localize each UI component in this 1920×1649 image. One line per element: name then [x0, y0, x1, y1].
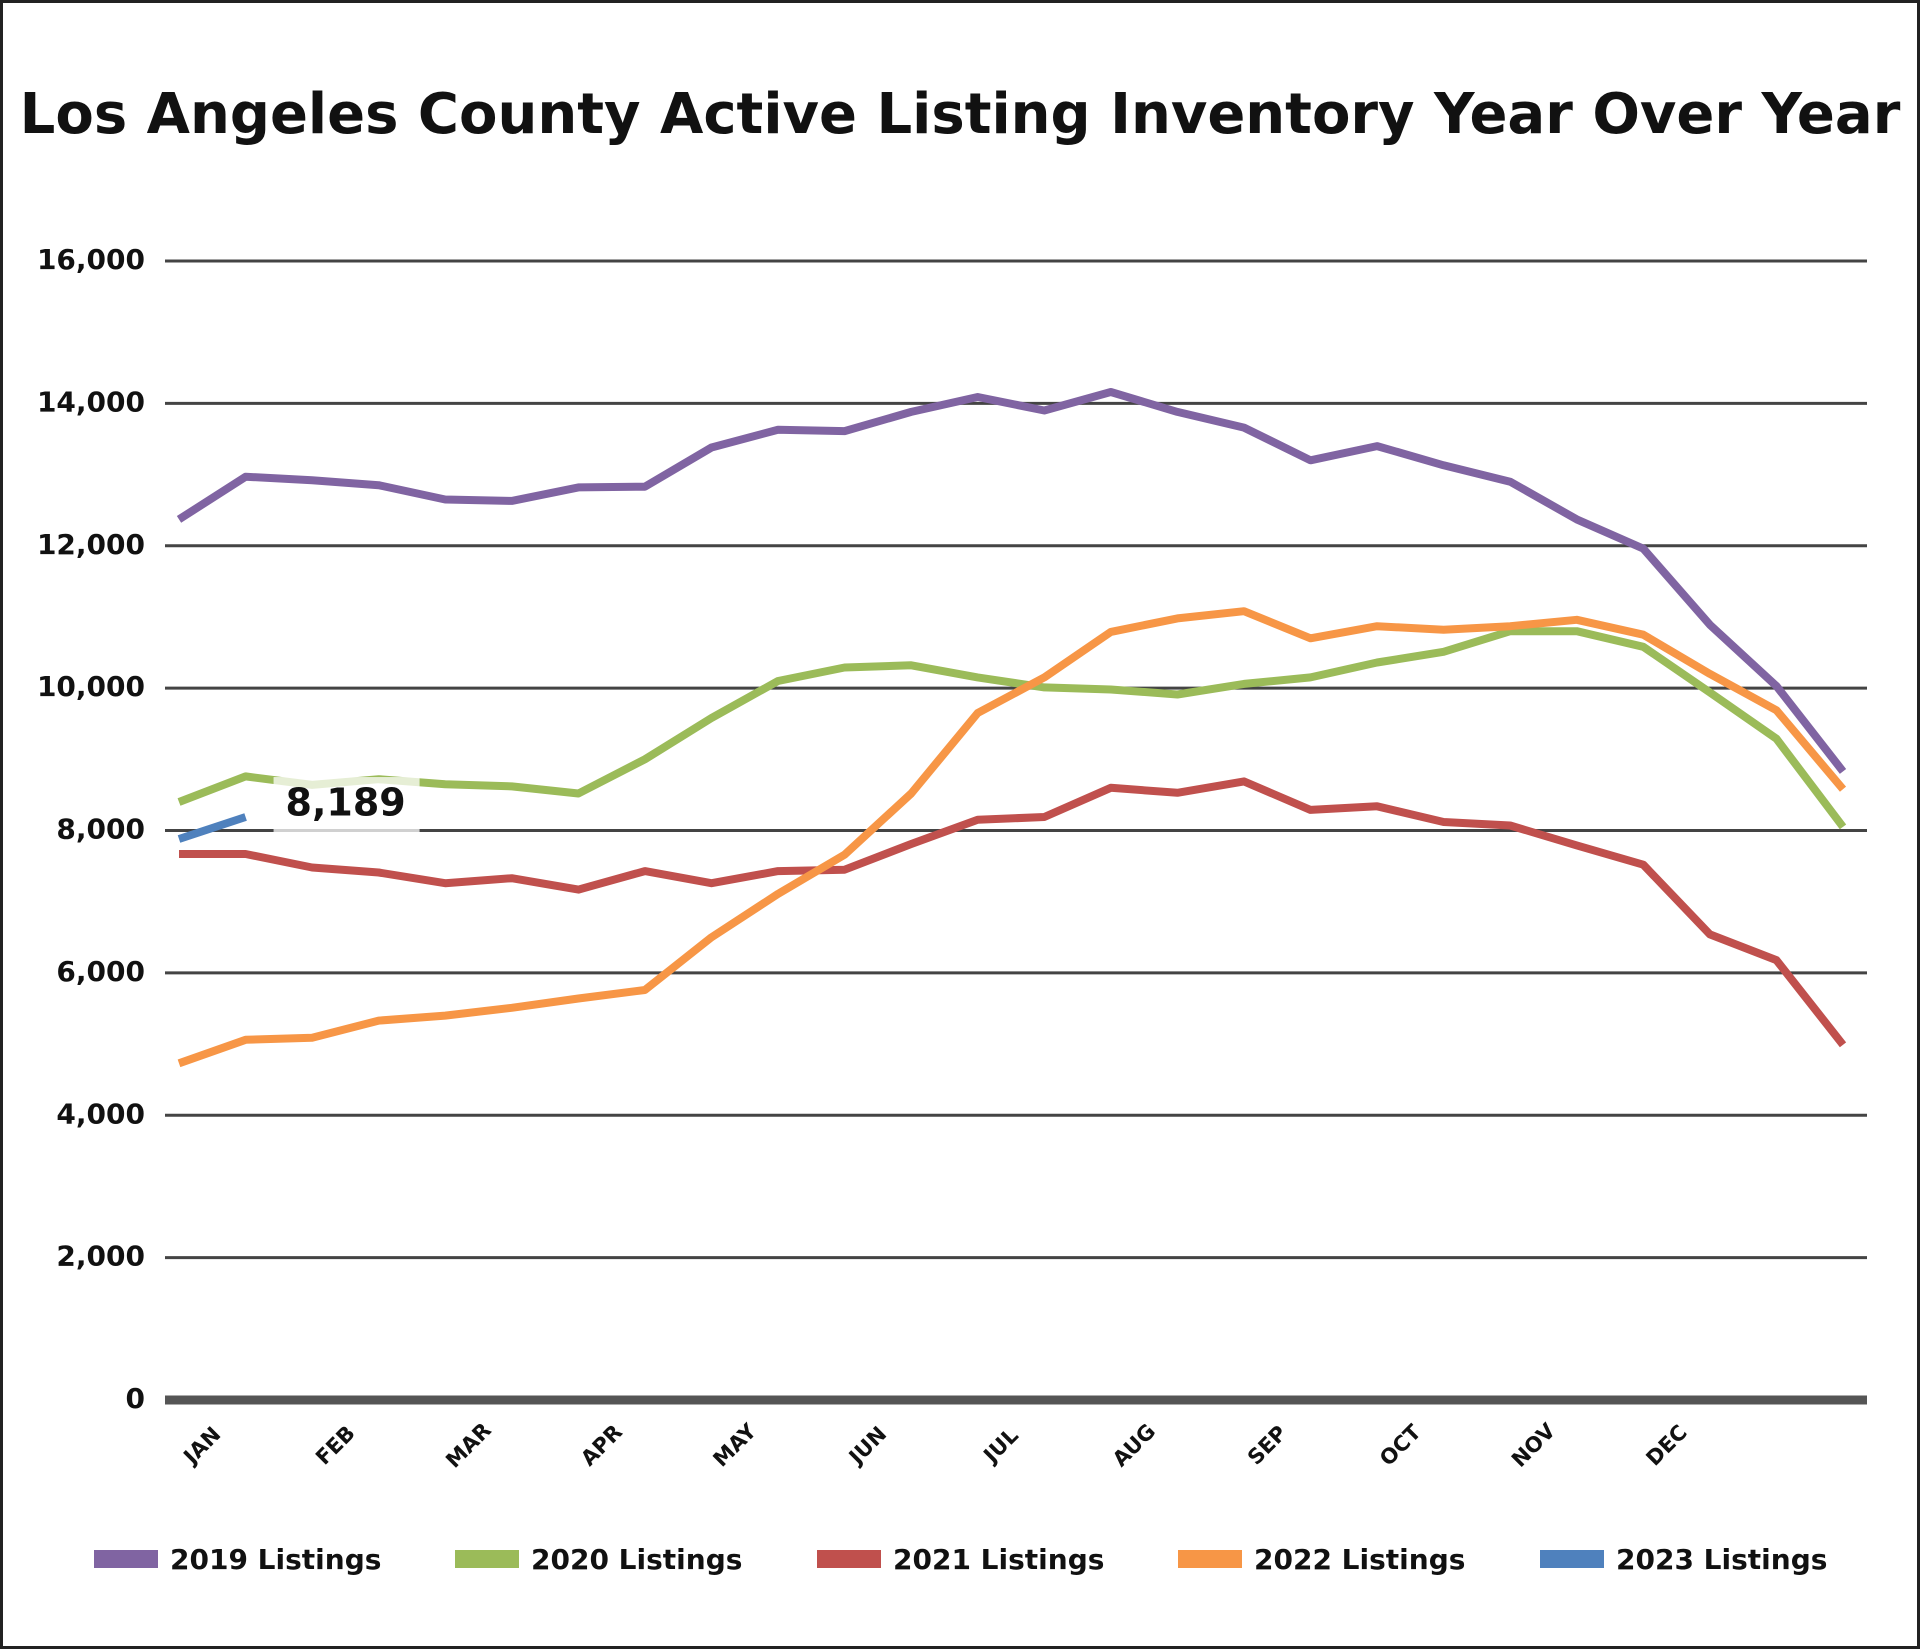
legend-swatch: [455, 1550, 519, 1568]
y-tick-label: 16,000: [37, 243, 145, 276]
legend-label: 2023 Listings: [1616, 1543, 1827, 1576]
legend-swatch: [1178, 1550, 1242, 1568]
y-tick-label: 6,000: [56, 955, 145, 988]
y-tick-label: 2,000: [56, 1240, 145, 1273]
y-tick-label: 14,000: [37, 385, 145, 418]
series-line: [179, 777, 1847, 1048]
legend-swatch: [817, 1550, 881, 1568]
legend-swatch: [94, 1550, 158, 1568]
legend-label: 2020 Listings: [531, 1543, 742, 1576]
series-line: [177, 627, 1847, 830]
value-label-bg: [273, 777, 420, 834]
y-tick-label: 4,000: [56, 1097, 145, 1130]
series-line: [177, 607, 1847, 1068]
legend-label: 2022 Listings: [1254, 1543, 1465, 1576]
y-tick-label: 10,000: [37, 670, 145, 703]
chart-title: Los Angeles County Active Listing Invent…: [20, 82, 1901, 147]
y-tick-label: 0: [126, 1382, 145, 1415]
series-line: [176, 388, 1847, 774]
value-label: 8,189: [286, 781, 406, 825]
legend-label: 2021 Listings: [893, 1543, 1104, 1576]
y-tick-label: 12,000: [37, 528, 145, 561]
y-tick-label: 8,000: [56, 813, 145, 846]
legend-swatch: [1540, 1550, 1604, 1568]
series-line: [177, 813, 247, 843]
legend-label: 2019 Listings: [170, 1543, 381, 1576]
